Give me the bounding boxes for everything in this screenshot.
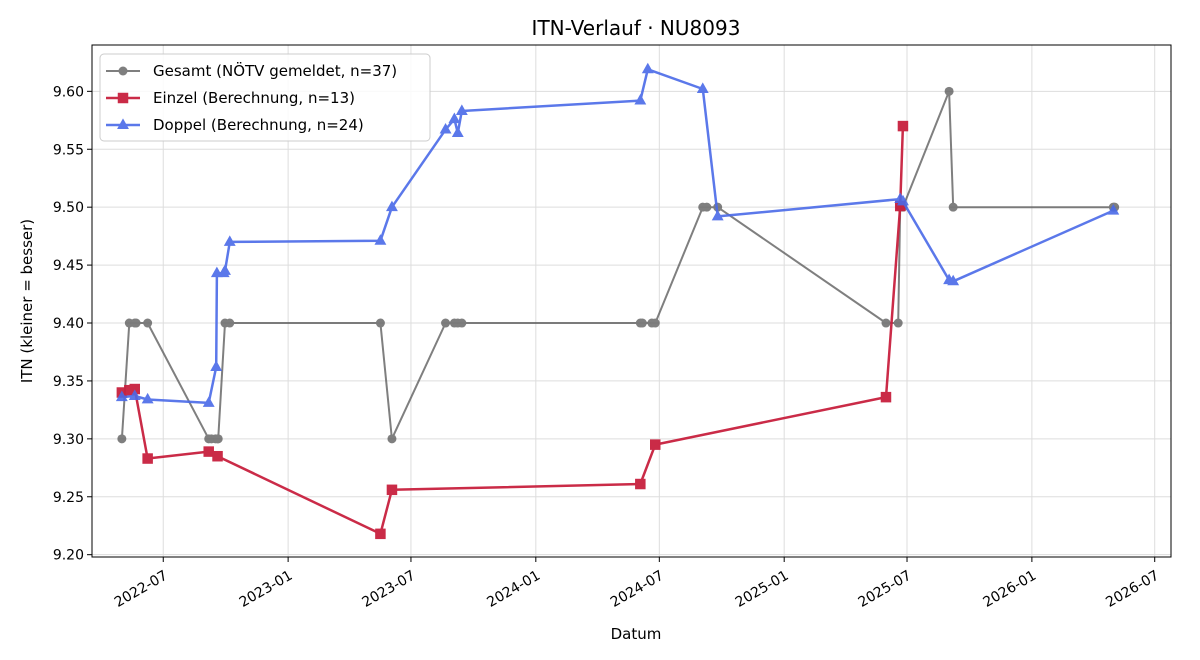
data-point-gesamt xyxy=(441,318,451,328)
data-point-gesamt xyxy=(387,434,397,444)
y-tick-label: 9.30 xyxy=(53,432,84,448)
legend-swatch-doppel xyxy=(106,118,140,129)
data-point-doppel xyxy=(897,194,909,206)
data-point-einzel xyxy=(894,200,906,212)
data-point-doppel xyxy=(115,390,128,402)
x-axis-label: Datum xyxy=(611,625,662,643)
legend-marker-doppel xyxy=(117,118,129,129)
data-point-doppel xyxy=(696,82,709,93)
data-point-einzel xyxy=(635,478,646,490)
data-point-gesamt xyxy=(143,318,153,328)
data-point-doppel xyxy=(141,392,154,404)
data-point-gesamt xyxy=(650,318,660,328)
series-doppel xyxy=(115,62,1120,407)
data-point-gesamt xyxy=(131,318,141,328)
data-point-einzel xyxy=(124,384,135,396)
data-point-einzel xyxy=(375,528,386,540)
data-point-doppel xyxy=(451,126,464,137)
data-point-einzel xyxy=(880,391,892,403)
data-point-doppel xyxy=(947,274,960,286)
legend-swatch-einzel xyxy=(106,92,140,104)
y-tick-label: 9.50 xyxy=(53,200,84,216)
data-point-doppel xyxy=(455,104,468,115)
data-point-einzel xyxy=(897,120,909,132)
plot-frame xyxy=(91,44,1172,558)
data-point-einzel xyxy=(142,453,153,464)
series-gesamt xyxy=(117,86,1120,444)
data-point-doppel xyxy=(374,234,387,245)
y-tick-label: 9.35 xyxy=(53,374,84,390)
data-point-einzel xyxy=(212,450,223,462)
data-point-gesamt xyxy=(117,434,127,444)
legend-label-einzel: Einzel (Berechnung, n=13) xyxy=(153,89,355,107)
data-point-gesamt xyxy=(225,318,235,328)
data-point-einzel xyxy=(203,446,214,457)
data-point-einzel xyxy=(386,484,398,496)
legend-marker-einzel xyxy=(117,92,129,104)
legend-label-doppel: Doppel (Berechnung, n=24) xyxy=(153,116,364,134)
data-point-einzel xyxy=(129,383,141,395)
data-point-gesamt xyxy=(702,202,712,212)
legend-marker-gesamt xyxy=(118,66,128,76)
data-point-doppel xyxy=(641,62,654,74)
y-tick-label: 9.20 xyxy=(53,548,84,564)
data-point-doppel xyxy=(223,235,236,246)
y-tick-label: 9.45 xyxy=(53,258,84,274)
data-point-gesamt xyxy=(213,434,223,444)
series-layer xyxy=(115,62,1120,540)
data-point-doppel xyxy=(1107,204,1120,215)
data-point-doppel xyxy=(219,264,231,275)
legend-label-gesamt: Gesamt (NÖTV gemeldet, n=37) xyxy=(153,61,397,80)
data-point-gesamt xyxy=(881,318,891,328)
data-point-doppel xyxy=(386,200,398,212)
data-point-doppel xyxy=(439,122,452,134)
data-point-gesamt xyxy=(637,318,647,328)
data-point-einzel xyxy=(650,439,661,450)
data-point-doppel xyxy=(202,396,215,407)
legend: Gesamt (NÖTV gemeldet, n=37) Einzel (Bere… xyxy=(99,53,431,142)
data-point-doppel xyxy=(711,209,724,221)
data-point-doppel xyxy=(448,112,461,124)
data-point-gesamt xyxy=(948,202,958,212)
data-point-gesamt xyxy=(893,318,903,328)
y-axis-label: ITN (kleiner = besser) xyxy=(18,219,36,383)
legend-swatch-gesamt xyxy=(106,66,140,76)
chart-title: ITN-Verlauf · NU8093 xyxy=(532,16,741,40)
y-tick-label: 9.25 xyxy=(53,490,84,506)
data-point-doppel xyxy=(128,389,141,400)
y-tick-label: 9.60 xyxy=(53,84,84,100)
data-point-gesamt xyxy=(375,318,385,328)
data-point-gesamt xyxy=(944,86,954,96)
y-tick-label: 9.40 xyxy=(53,316,84,332)
y-tick-label: 9.55 xyxy=(53,142,84,158)
legend-box xyxy=(99,53,431,142)
data-point-doppel xyxy=(210,360,223,371)
data-point-gesamt xyxy=(457,318,467,328)
data-point-doppel xyxy=(634,94,647,105)
